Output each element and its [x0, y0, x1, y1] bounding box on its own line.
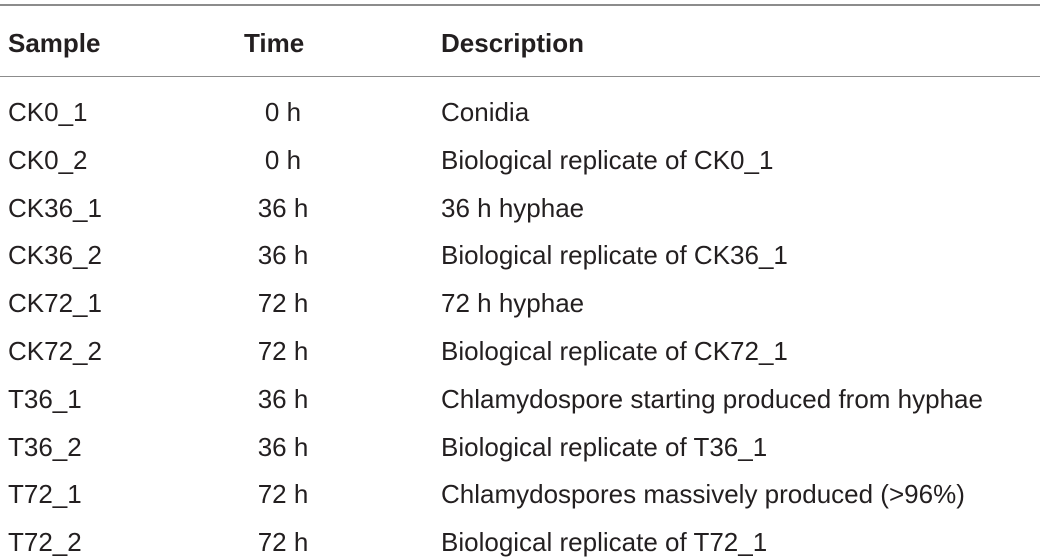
- cell-description: 72 h hyphae: [441, 288, 585, 319]
- cell-time: 72 h: [257, 288, 309, 319]
- cell-sample: CK36_2: [8, 240, 102, 271]
- table-row: CK36_2 36 h Biological replicate of CK36…: [0, 220, 1040, 271]
- table-header-rule: [0, 76, 1040, 77]
- header-sample: Sample: [8, 28, 101, 58]
- header-time: Time: [244, 28, 305, 58]
- table-row: CK0_2 0 h Biological replicate of CK0_1: [0, 125, 1040, 175]
- table-row: CK72_2 72 h Biological replicate of CK72…: [0, 316, 1040, 366]
- table-top-rule: [0, 4, 1040, 6]
- table-header-row: Sample Time Description: [0, 6, 1040, 76]
- cell-description: Biological replicate of CK0_1: [441, 144, 774, 175]
- cell-time: 36 h: [257, 240, 309, 271]
- cell-sample: CK72_1: [8, 288, 102, 319]
- table-row: T36_1 36 h Chlamydospore starting produc…: [0, 364, 1040, 414]
- table-row: T36_2 36 h Biological replicate of T36_1: [0, 412, 1040, 462]
- cell-description: Chlamydospores massively produced (>96%): [441, 479, 965, 510]
- cell-time: 36 h: [257, 383, 309, 414]
- header-description: Description: [441, 28, 585, 58]
- cell-description: 36 h hyphae: [441, 192, 585, 223]
- cell-sample: CK36_1: [8, 192, 102, 223]
- cell-sample: CK72_2: [8, 335, 102, 366]
- cell-time: 72 h: [257, 527, 309, 558]
- cell-description: Biological replicate of T72_1: [441, 527, 768, 558]
- cell-time: 0 h: [264, 144, 302, 175]
- table-row: T72_1 72 h Chlamydospores massively prod…: [0, 459, 1040, 510]
- table-row: CK36_1 36 h 36 h hyphae: [0, 173, 1040, 223]
- cell-sample: T36_1: [8, 383, 82, 414]
- cell-time: 36 h: [257, 431, 309, 462]
- cell-description: Biological replicate of CK72_1: [441, 335, 788, 366]
- table-row: T72_2 72 h Biological replicate of T72_1: [0, 507, 1040, 558]
- cell-time: 0 h: [264, 97, 302, 127]
- table-row: CK0_1 0 h Conidia: [0, 77, 1040, 127]
- cell-description: Biological replicate of CK36_1: [441, 240, 788, 271]
- cell-description: Biological replicate of T36_1: [441, 431, 768, 462]
- cell-description: Conidia: [441, 97, 530, 127]
- cell-time: 72 h: [257, 335, 309, 366]
- cell-time: 72 h: [257, 479, 309, 510]
- table-row: CK72_1 72 h 72 h hyphae: [0, 268, 1040, 319]
- cell-sample: T72_1: [8, 479, 82, 510]
- cell-sample: CK0_2: [8, 144, 88, 175]
- cell-time: 36 h: [257, 192, 309, 223]
- table-body: CK0_1 0 h Conidia CK0_2 0 h Biological r…: [0, 77, 1040, 558]
- cell-sample: CK0_1: [8, 97, 88, 127]
- cell-sample: T72_2: [8, 527, 82, 558]
- cell-sample: T36_2: [8, 431, 82, 462]
- cell-description: Chlamydospore starting produced from hyp…: [441, 383, 983, 414]
